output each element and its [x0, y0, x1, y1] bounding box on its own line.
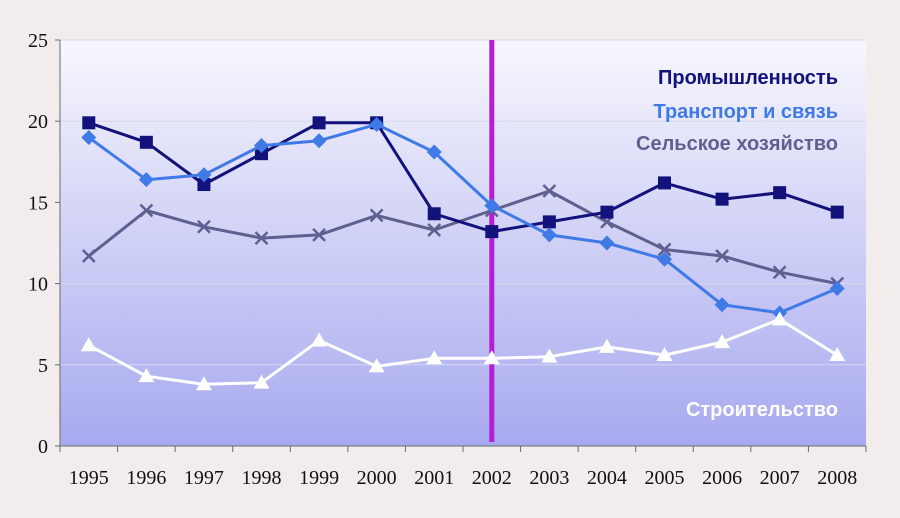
data-point: [254, 231, 269, 246]
data-point: [773, 186, 787, 200]
data-point: [80, 337, 97, 352]
data-point: [599, 235, 615, 251]
series-2: [81, 116, 845, 321]
data-point: [541, 348, 558, 363]
data-point: [81, 249, 96, 263]
data-point: [829, 280, 845, 296]
data-point: [656, 347, 673, 362]
x-tick-label: 1995: [69, 467, 109, 489]
y-tick-label: 10: [28, 274, 48, 296]
data-point: [483, 350, 500, 365]
x-tick-label: 2004: [587, 467, 627, 489]
x-tick-label: 2005: [645, 467, 685, 489]
x-tick-label: 2000: [357, 467, 397, 489]
data-point: [600, 205, 614, 219]
data-point: [369, 208, 384, 223]
data-point: [484, 198, 500, 214]
data-point: [82, 116, 96, 130]
series-line: [87, 122, 838, 315]
legend: Промышленность Транспорт и связь Сельское …: [636, 67, 838, 421]
data-point: [771, 311, 788, 326]
data-point: [139, 203, 154, 218]
data-point: [311, 133, 327, 149]
series-1: [82, 116, 844, 239]
data-point: [541, 227, 557, 243]
legend-entry: Промышленность: [658, 67, 838, 89]
y-tick-label: 20: [28, 111, 48, 133]
data-point: [197, 219, 211, 234]
x-tick-label: 2007: [760, 467, 800, 489]
data-point: [657, 242, 672, 257]
y-tick-label: 15: [28, 192, 48, 214]
data-point: [138, 172, 154, 188]
data-point: [772, 265, 787, 280]
series-4: [80, 311, 846, 391]
data-point: [81, 129, 97, 145]
data-point: [369, 116, 385, 132]
data-point: [830, 205, 844, 219]
data-point: [542, 215, 556, 229]
plot-area: [60, 40, 866, 446]
data-point: [312, 116, 326, 130]
axes: [55, 39, 867, 452]
data-point: [715, 249, 729, 263]
data-point: [485, 225, 499, 239]
x-tick-label: 1998: [242, 467, 282, 489]
x-tick-label: 2006: [702, 467, 742, 489]
data-point: [542, 184, 557, 198]
data-point: [311, 332, 328, 347]
data-point: [196, 167, 212, 183]
data-point: [426, 144, 442, 160]
data-point: [255, 147, 268, 161]
data-point: [598, 338, 615, 353]
data-point: [312, 227, 326, 242]
data-point: [714, 297, 730, 313]
data-point: [426, 350, 443, 365]
y-tick-labels: 0 5 10 15 20 25: [28, 30, 48, 458]
data-point: [253, 374, 270, 389]
x-tick-labels: 1995 1996 1997 1998 1999 2000 2001 2002 2003 2004…: [69, 467, 857, 489]
series-3: [81, 184, 845, 291]
data-point: [714, 334, 731, 349]
legend-entry: Сельское хозяйство: [636, 133, 838, 155]
x-tick-label: 2008: [817, 467, 857, 489]
data-point: [195, 376, 212, 391]
series-layer: [80, 116, 846, 391]
x-tick-label: 1997: [184, 467, 224, 489]
series-line: [88, 121, 838, 234]
data-point: [254, 138, 269, 154]
data-point: [829, 347, 846, 362]
series-line: [87, 189, 838, 286]
y-tick-label: 0: [38, 436, 48, 458]
legend-entry: Строительство: [686, 399, 838, 421]
y-tick-label: 5: [38, 355, 48, 377]
series-line: [88, 317, 838, 386]
data-point: [715, 192, 729, 206]
legend-entry: Транспорт и связь: [653, 101, 838, 123]
data-point: [139, 135, 153, 149]
data-point: [427, 223, 442, 237]
data-point: [427, 207, 441, 221]
data-point: [368, 358, 385, 373]
y-tick-label: 25: [28, 30, 48, 52]
data-point: [197, 178, 211, 192]
data-point: [138, 368, 155, 383]
data-point: [658, 176, 671, 190]
x-tick-label: 1999: [299, 467, 339, 489]
x-tick-label: 1996: [126, 467, 166, 489]
x-tick-label: 2003: [529, 467, 569, 489]
data-point: [657, 251, 672, 267]
x-tick-label: 2001: [414, 467, 454, 489]
x-tick-label: 2002: [472, 467, 512, 489]
